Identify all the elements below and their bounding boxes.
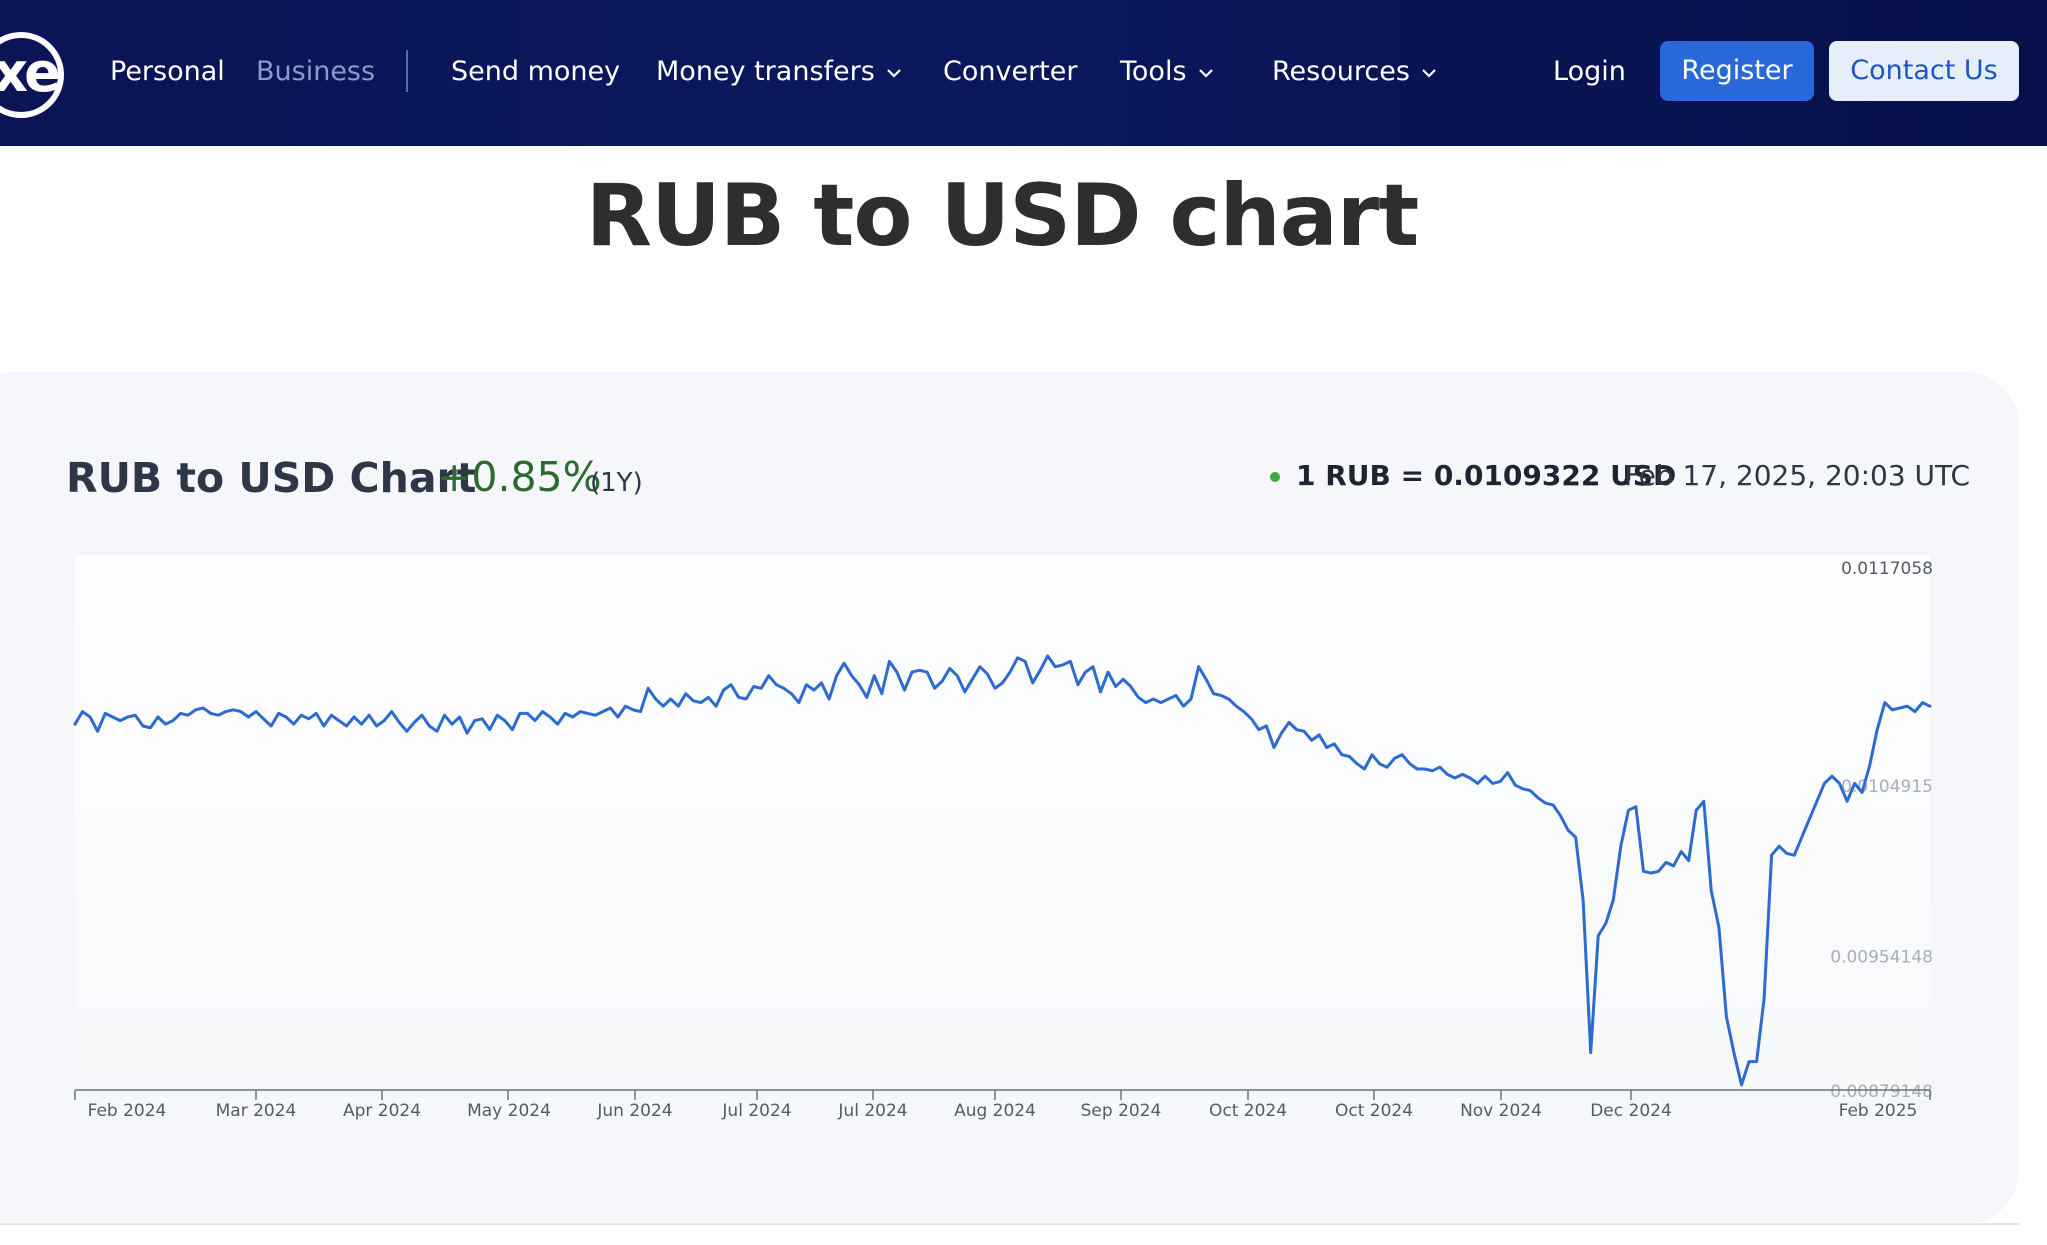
register-button[interactable]: Register xyxy=(1660,41,1814,101)
chart-card-title: RUB to USD Chart xyxy=(66,454,477,502)
x-tick-label: Nov 2024 xyxy=(1460,1101,1542,1121)
x-tick-label: Dec 2024 xyxy=(1590,1101,1672,1121)
xe-logo[interactable]: xe xyxy=(0,32,64,118)
x-tick-label: Jul 2024 xyxy=(837,1101,907,1121)
x-tick-label: Sep 2024 xyxy=(1081,1101,1162,1121)
x-tick-label: Jun 2024 xyxy=(596,1101,672,1121)
y-tick-label: 0.0104915 xyxy=(1841,777,1933,797)
nav-converter[interactable]: Converter xyxy=(943,56,1078,87)
nav-personal[interactable]: Personal xyxy=(110,56,225,87)
x-tick-label: Apr 2024 xyxy=(343,1101,421,1121)
page-title: RUB to USD chart xyxy=(585,166,1420,266)
x-tick-label: Oct 2024 xyxy=(1335,1101,1413,1121)
series-line[interactable] xyxy=(73,654,1932,1087)
change-percent: +0.85% xyxy=(437,453,602,501)
change-period: (1Y) xyxy=(590,468,643,498)
chevron-down-icon xyxy=(1198,68,1213,78)
x-tick-label: Feb 2024 xyxy=(88,1101,167,1121)
live-status-dot xyxy=(1270,472,1280,482)
y-tick-label: 0.00879148 xyxy=(1830,1082,1933,1102)
nav-divider xyxy=(406,50,408,92)
y-tick-label: 0.00954148 xyxy=(1830,947,1933,967)
x-tick-label: Jul 2024 xyxy=(721,1101,791,1121)
logo-text: xe xyxy=(0,41,61,104)
nav-money-transfers-label: Money transfers xyxy=(656,56,875,87)
login-link[interactable]: Login xyxy=(1553,56,1626,87)
nav-business[interactable]: Business xyxy=(256,56,376,87)
chevron-down-icon xyxy=(1422,68,1436,78)
nav-send-money[interactable]: Send money xyxy=(451,56,621,87)
plot-area xyxy=(75,555,1930,1090)
current-rate: 1 RUB = 0.0109322 USD xyxy=(1296,459,1677,492)
x-tick-label: Feb 2025 xyxy=(1839,1101,1918,1121)
nav-resources[interactable]: Resources xyxy=(1272,52,1438,92)
top-navigation: xe Personal Business Send money Money tr… xyxy=(0,0,2047,146)
nav-money-transfers[interactable]: Money transfers xyxy=(656,52,903,92)
nav-tools-label: Tools xyxy=(1120,56,1187,87)
y-tick-label: 0.0117058 xyxy=(1841,559,1933,579)
card-bottom-divider xyxy=(0,1223,2019,1225)
chevron-down-icon xyxy=(887,68,901,78)
x-tick-label: Aug 2024 xyxy=(954,1101,1036,1121)
nav-tools[interactable]: Tools xyxy=(1120,52,1215,92)
contact-us-button[interactable]: Contact Us xyxy=(1829,41,2019,101)
rate-timestamp: Feb 17, 2025, 20:03 UTC xyxy=(1624,459,1971,492)
nav-resources-label: Resources xyxy=(1272,56,1410,87)
x-tick-label: Mar 2024 xyxy=(216,1101,297,1121)
x-tick-label: Oct 2024 xyxy=(1209,1101,1287,1121)
x-tick-label: May 2024 xyxy=(467,1101,551,1121)
